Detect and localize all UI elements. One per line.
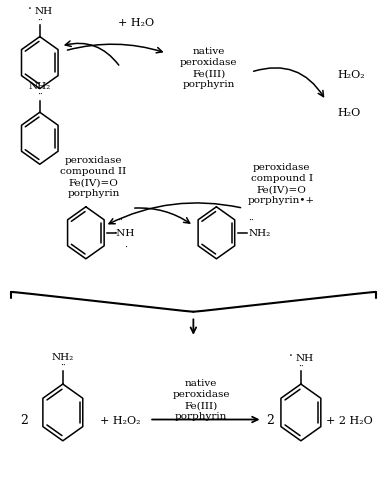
Text: ··: ·· <box>37 15 43 24</box>
Text: + H₂O: + H₂O <box>118 18 155 28</box>
Text: ··: ·· <box>298 361 304 370</box>
Text: + H₂O₂: + H₂O₂ <box>101 415 141 425</box>
Text: ··: ·· <box>118 216 123 225</box>
Text: native
peroxidase
Fe(III)
porphyrin: native peroxidase Fe(III) porphyrin <box>172 378 230 420</box>
Text: NH₂: NH₂ <box>52 352 74 361</box>
Text: H₂O: H₂O <box>337 108 361 118</box>
Text: ·: · <box>289 349 293 362</box>
Text: 2: 2 <box>266 413 274 426</box>
Text: + 2 H₂O: + 2 H₂O <box>326 415 373 425</box>
Text: peroxidase
compound II
Fe(IV)=O
porphyrin: peroxidase compound II Fe(IV)=O porphyri… <box>60 156 127 198</box>
Text: native
peroxidase
Fe(III)
porphyrin: native peroxidase Fe(III) porphyrin <box>180 47 238 89</box>
Text: ··: ·· <box>37 90 43 99</box>
Text: NH₂: NH₂ <box>29 82 51 91</box>
Text: peroxidase
compound I
Fe(IV)=O
porphyrin•+: peroxidase compound I Fe(IV)=O porphyrin… <box>248 163 315 205</box>
Text: NH: NH <box>34 8 53 16</box>
Text: ·: · <box>28 3 32 16</box>
Text: ·NH: ·NH <box>113 228 134 237</box>
Text: NH: NH <box>296 353 314 362</box>
Text: ··: ·· <box>248 216 254 225</box>
Text: H₂O₂: H₂O₂ <box>337 70 365 80</box>
Text: ·: · <box>125 242 128 251</box>
Text: 2: 2 <box>21 413 28 426</box>
Text: NH₂: NH₂ <box>248 228 271 237</box>
Text: ··: ·· <box>60 360 66 369</box>
